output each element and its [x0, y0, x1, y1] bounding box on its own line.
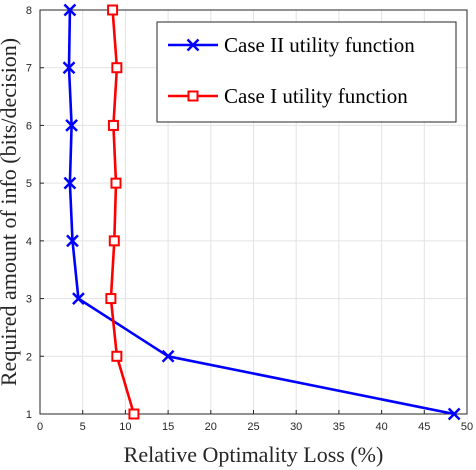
data-point	[128, 408, 140, 420]
legend: Case II utility function Case I utility f…	[156, 21, 457, 123]
legend-label: Case I utility function	[224, 84, 408, 108]
data-point	[108, 235, 120, 247]
legend-item-1: Case II utility function	[168, 33, 415, 57]
data-point	[107, 119, 119, 131]
x-tick-label: 50	[461, 421, 473, 433]
data-point	[111, 62, 123, 74]
x-tick-label: 45	[418, 421, 430, 433]
legend-box	[156, 21, 457, 123]
legend-marker	[187, 90, 199, 102]
data-point	[72, 292, 85, 305]
x-tick-label: 30	[290, 421, 302, 433]
data-point	[66, 234, 79, 248]
y-axis-ticks: 1 2 3 4 5 6 7 8	[26, 5, 44, 421]
series-2	[105, 4, 140, 420]
y-axis-title: Required amount of info (bits/decision)	[0, 38, 21, 386]
x-axis-ticks: 0 5 10 15 20 25 30 35 40 45 50	[37, 410, 473, 433]
y-tick-label: 5	[26, 178, 32, 190]
legend-marker	[186, 38, 200, 52]
data-point	[65, 119, 78, 132]
data-point	[105, 293, 117, 305]
data-point	[111, 350, 123, 362]
series-1	[62, 3, 461, 421]
y-tick-label: 4	[26, 236, 32, 248]
data-point	[63, 3, 77, 17]
series-layer	[62, 3, 461, 421]
data-point	[161, 349, 175, 363]
x-tick-label: 0	[37, 421, 43, 433]
y-tick-label: 1	[26, 409, 32, 421]
data-point	[447, 407, 461, 421]
y-tick-label: 8	[26, 5, 32, 17]
x-tick-label: 35	[333, 421, 345, 433]
data-point	[63, 176, 77, 190]
x-tick-label: 25	[247, 421, 259, 433]
legend-item-2: Case I utility function	[168, 84, 408, 108]
data-point	[110, 177, 122, 189]
x-axis-title: Relative Optimality Loss (%)	[124, 442, 384, 467]
legend-label: Case II utility function	[224, 33, 415, 57]
x-tick-label: 40	[375, 421, 387, 433]
data-point	[107, 4, 119, 16]
series-line	[67, 9, 455, 416]
y-tick-label: 7	[26, 63, 32, 75]
y-tick-label: 2	[26, 351, 32, 363]
x-tick-label: 10	[119, 421, 131, 433]
x-tick-label: 5	[80, 421, 86, 433]
y-tick-label: 6	[26, 120, 32, 132]
data-point	[62, 61, 76, 75]
series-line	[109, 9, 136, 415]
x-tick-label: 20	[205, 421, 217, 433]
x-tick-label: 15	[162, 421, 174, 433]
y-tick-label: 3	[26, 294, 32, 306]
